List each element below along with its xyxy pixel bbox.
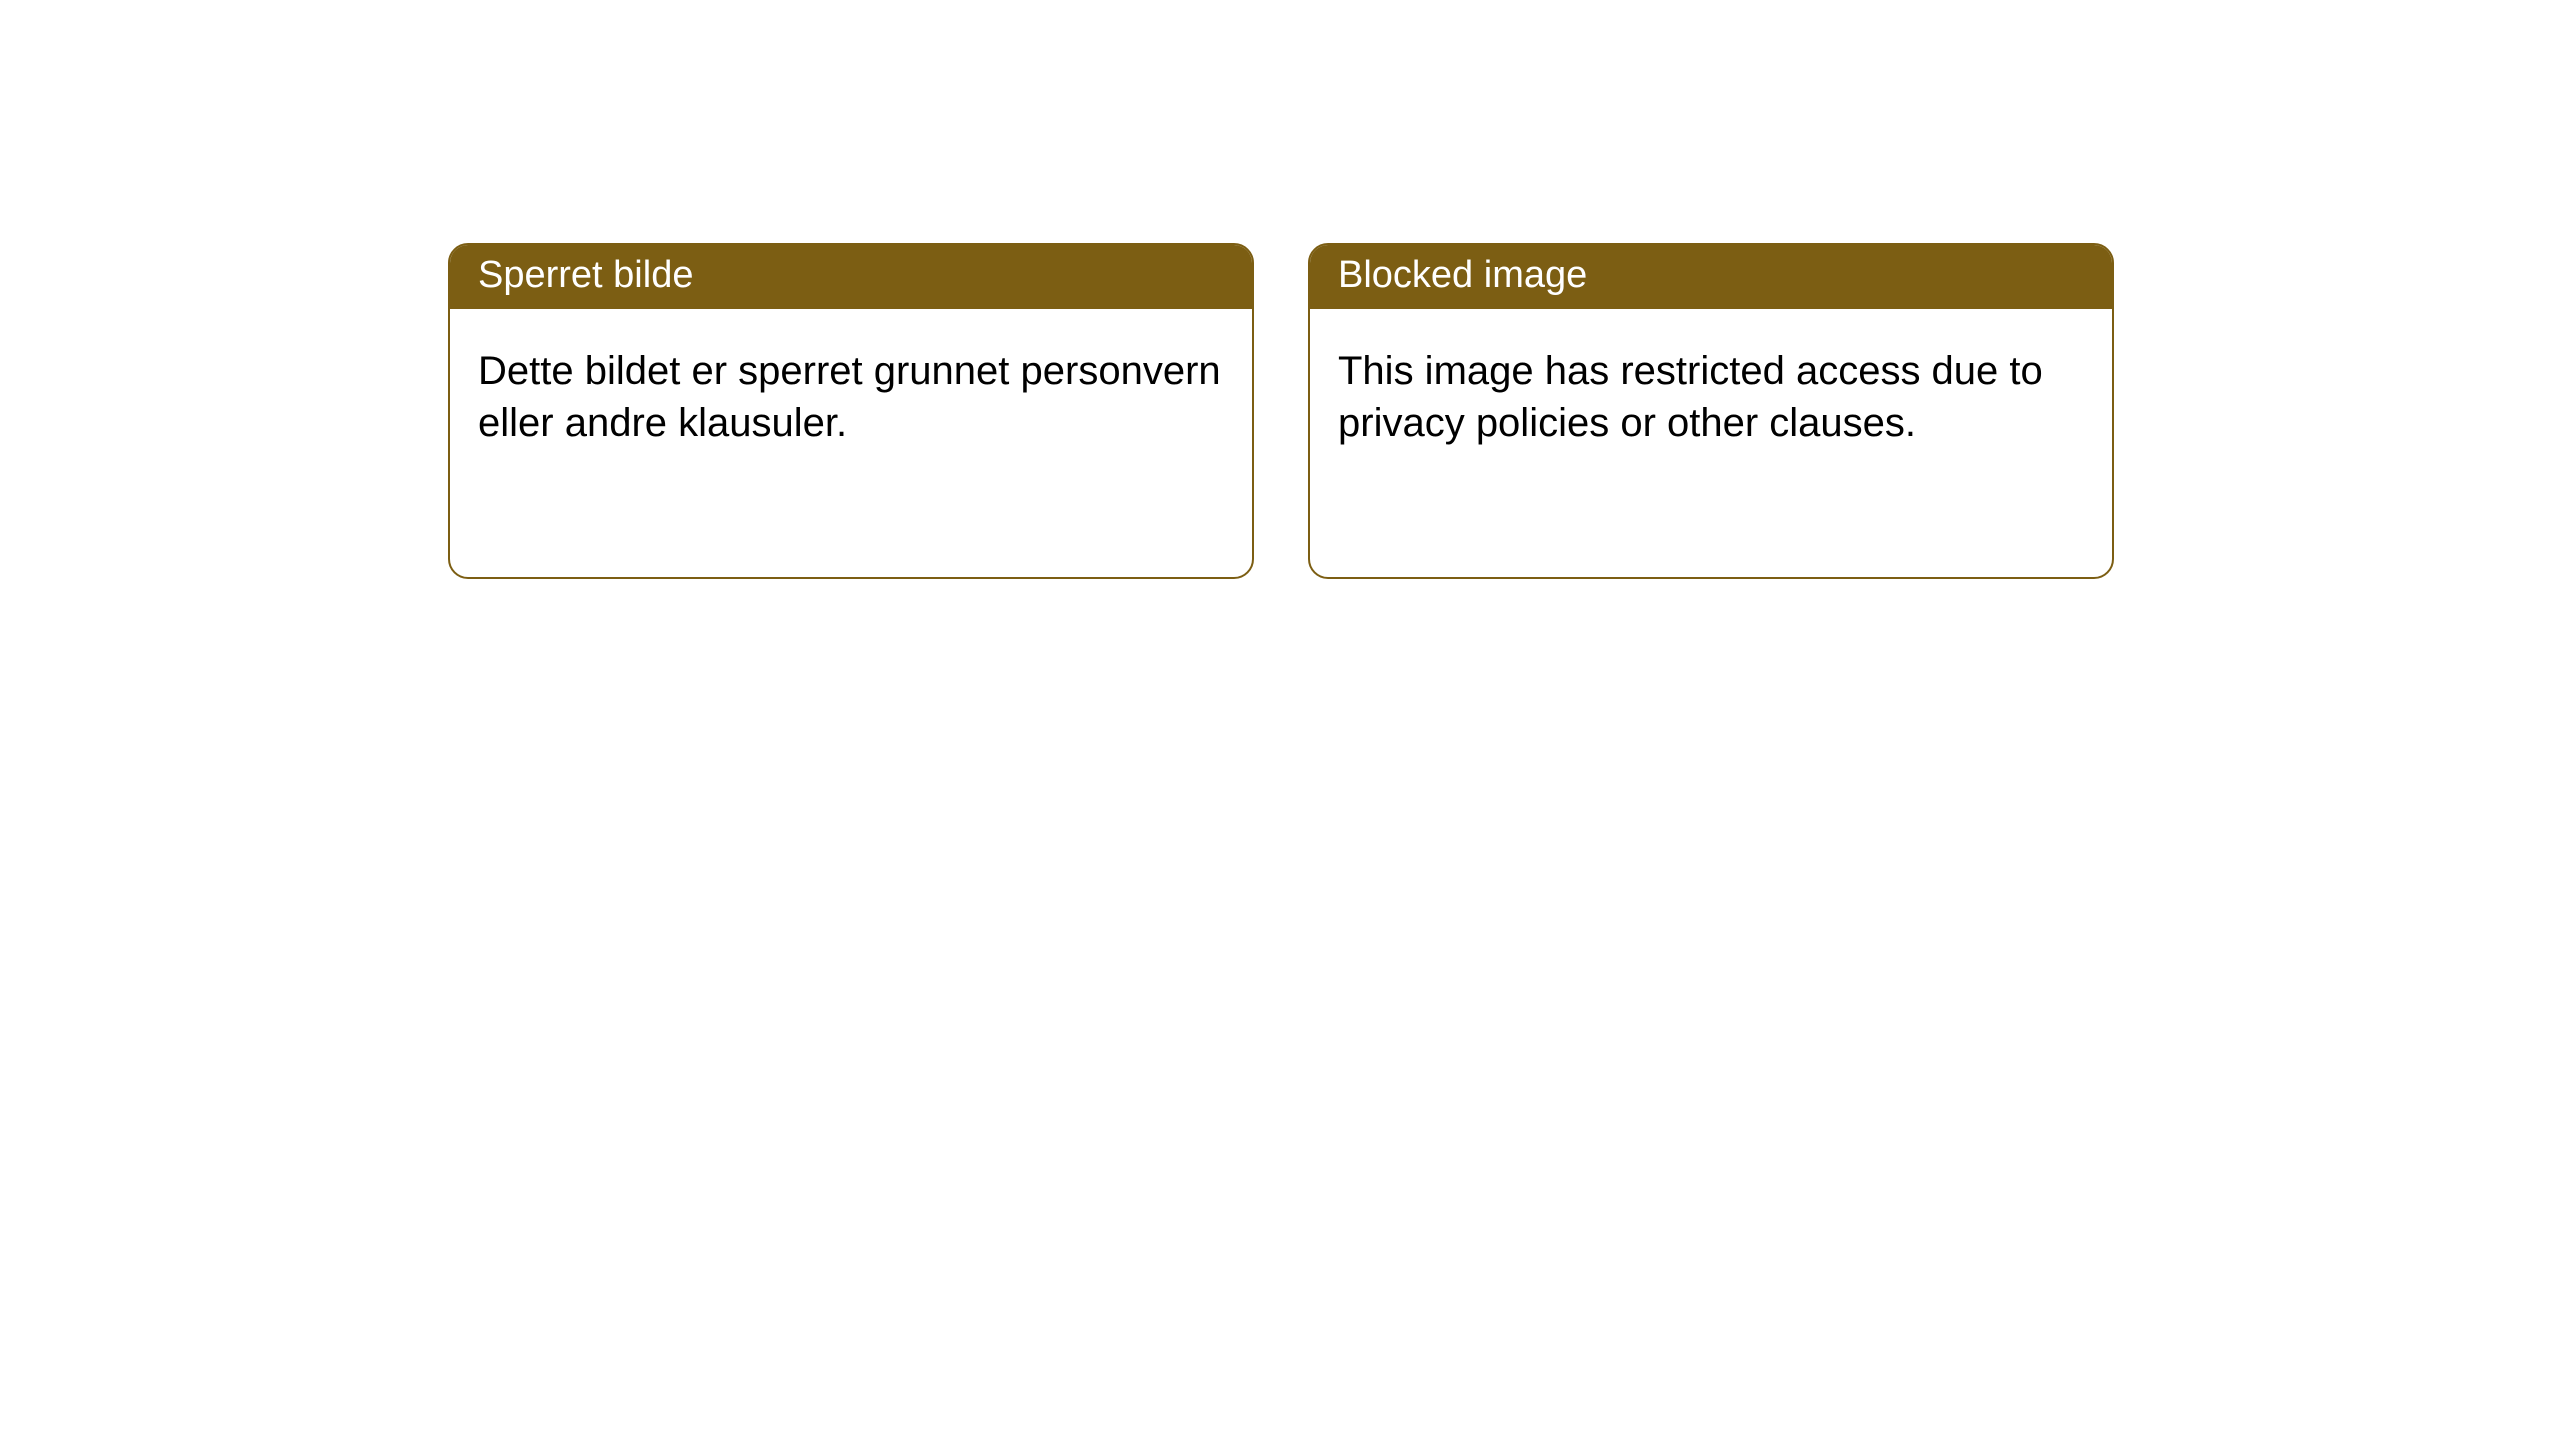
card-header-text: Blocked image: [1338, 254, 1587, 296]
notice-cards-container: Sperret bilde Dette bildet er sperret gr…: [448, 243, 2114, 579]
card-header: Sperret bilde: [450, 245, 1252, 309]
notice-card-english: Blocked image This image has restricted …: [1308, 243, 2114, 579]
card-body: This image has restricted access due to …: [1310, 309, 2112, 477]
card-header: Blocked image: [1310, 245, 2112, 309]
notice-card-norwegian: Sperret bilde Dette bildet er sperret gr…: [448, 243, 1254, 579]
card-body-text: Dette bildet er sperret grunnet personve…: [478, 349, 1221, 445]
card-body-text: This image has restricted access due to …: [1338, 349, 2043, 445]
card-header-text: Sperret bilde: [478, 254, 693, 296]
card-body: Dette bildet er sperret grunnet personve…: [450, 309, 1252, 477]
